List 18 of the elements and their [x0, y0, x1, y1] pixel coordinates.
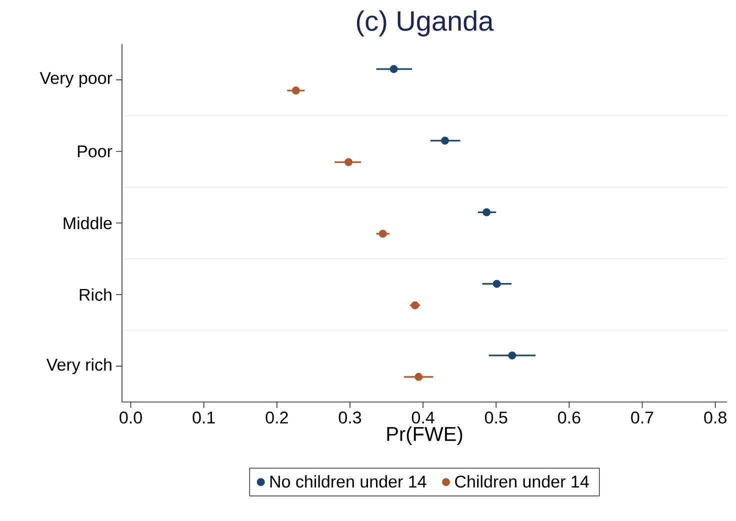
legend-label: No children under 14	[270, 475, 426, 488]
legend-label: Children under 14	[455, 475, 589, 488]
x-tick-label: 0.0	[120, 412, 142, 424]
x-tick-label: 0.6	[558, 412, 580, 424]
x-tick-label: 0.4	[412, 412, 434, 424]
x-tick-label: 0.7	[631, 412, 654, 424]
y-tick-label: Rich	[80, 288, 112, 301]
x-tick-label: 0.1	[192, 412, 215, 424]
x-axis-title: Pr(FWE)	[387, 426, 462, 446]
x-tick-label: 0.8	[704, 412, 726, 424]
y-tick-label: Poor	[78, 145, 112, 158]
x-tick-label: 0.5	[484, 412, 508, 424]
y-tick-label: Middle	[64, 216, 112, 230]
x-tick-label: 0.3	[338, 412, 362, 424]
y-tick-label: Very poor	[40, 72, 112, 88]
x-tick-label: 0.2	[266, 412, 288, 424]
y-tick-label: Very rich	[46, 358, 112, 374]
chart-title: (c) Uganda	[356, 10, 494, 36]
